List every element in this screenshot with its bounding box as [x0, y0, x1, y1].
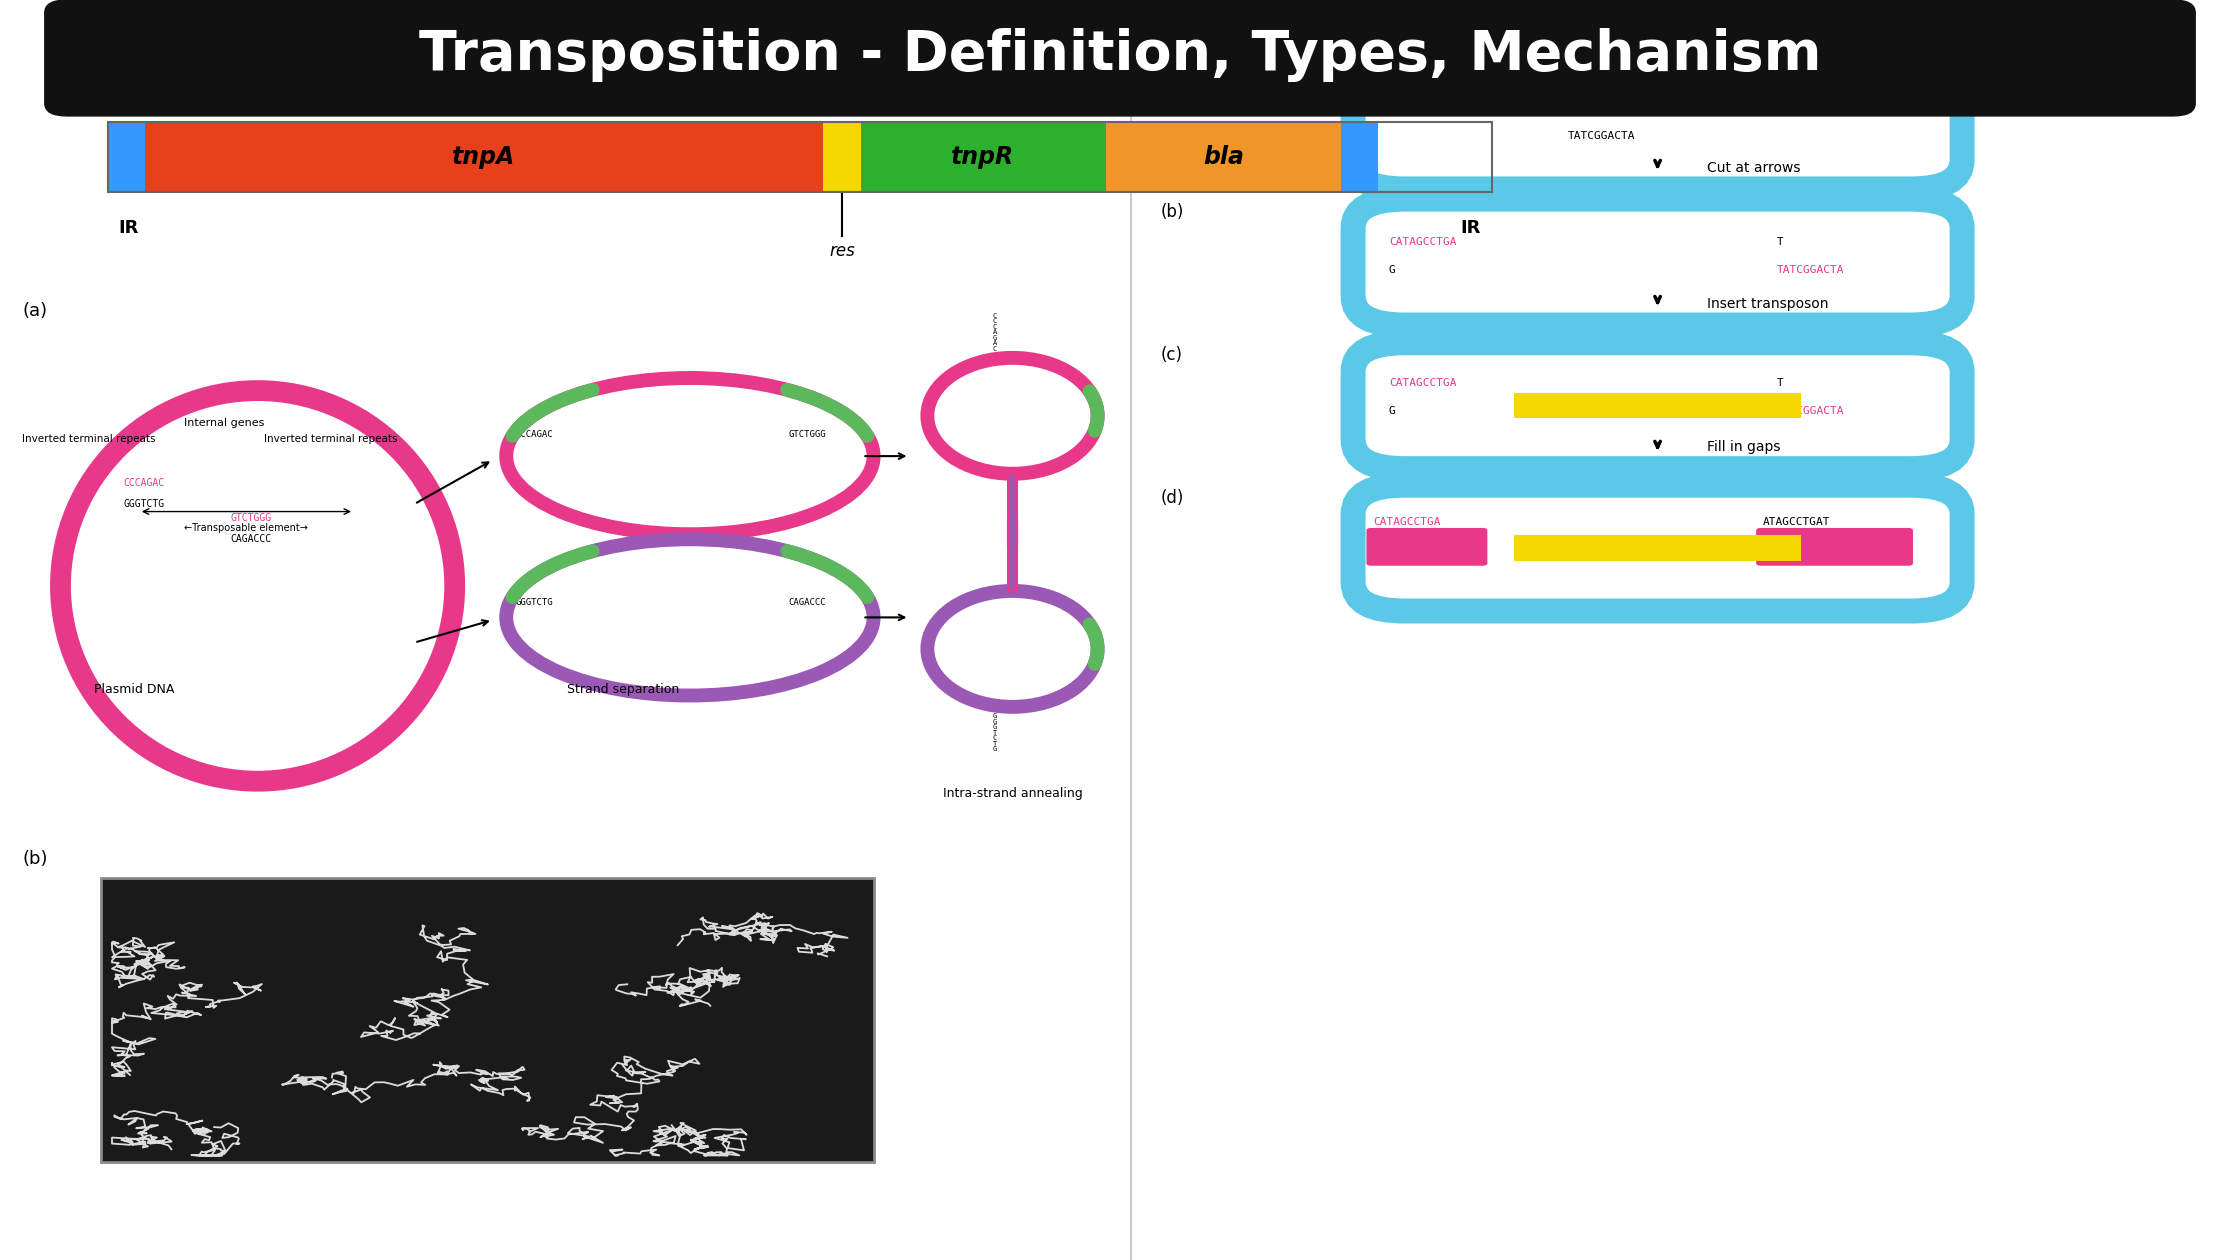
- Text: Target plasmid: Target plasmid: [1931, 78, 2034, 93]
- Text: IR: IR: [119, 219, 139, 237]
- Text: CCCAGAC: CCCAGAC: [123, 478, 164, 488]
- Text: GGGTCTG: GGGTCTG: [123, 499, 164, 509]
- Text: Internal genes: Internal genes: [184, 418, 264, 428]
- Bar: [1514, 393, 1801, 418]
- Text: CAGACCC: CAGACCC: [231, 534, 271, 544]
- Text: CAGACCC: CAGACCC: [788, 597, 827, 607]
- Bar: [824, 122, 860, 192]
- Text: TATCGGACTA: TATCGGACTA: [1776, 265, 1844, 275]
- Bar: [1107, 122, 1342, 192]
- Bar: [860, 122, 1107, 192]
- Text: GTATCGGACT: GTATCGGACT: [1373, 547, 1440, 557]
- Bar: [108, 122, 146, 192]
- Text: tnpR: tnpR: [952, 145, 1015, 169]
- Text: CATAGCCTGA: CATAGCCTGA: [1389, 237, 1456, 247]
- Text: C
C
C
A
G
A
C: C C C A G A C: [992, 312, 997, 352]
- Text: Intra-strand annealing: Intra-strand annealing: [943, 788, 1082, 800]
- Text: res: res: [829, 242, 856, 260]
- Text: (b): (b): [22, 850, 47, 868]
- Text: TATCGGACTA: TATCGGACTA: [1568, 131, 1635, 141]
- Text: Strand separation: Strand separation: [567, 683, 679, 696]
- Bar: [146, 122, 824, 192]
- Text: G: G: [1389, 406, 1396, 416]
- Text: TATCGGACTA: TATCGGACTA: [1763, 547, 1830, 557]
- Text: bla: bla: [1203, 145, 1243, 169]
- Text: G: G: [1389, 265, 1396, 275]
- Text: TATCGGACTA: TATCGGACTA: [1776, 406, 1844, 416]
- Text: Inverted terminal repeats: Inverted terminal repeats: [264, 433, 399, 444]
- Text: (a): (a): [22, 302, 47, 320]
- FancyBboxPatch shape: [45, 0, 2195, 116]
- Text: (b): (b): [1160, 203, 1183, 220]
- Text: GGGTCTG: GGGTCTG: [515, 597, 553, 607]
- Bar: [1514, 536, 1801, 561]
- Text: Plasmid DNA: Plasmid DNA: [94, 683, 175, 696]
- Text: CATAGCCTGA: CATAGCCTGA: [1373, 517, 1440, 527]
- Text: Transposition - Definition, Types, Mechanism: Transposition - Definition, Types, Mecha…: [419, 29, 1821, 82]
- Text: IR: IR: [1460, 219, 1481, 237]
- Text: CCCAGAC: CCCAGAC: [515, 430, 553, 440]
- Text: T: T: [1776, 378, 1783, 388]
- Text: T: T: [1776, 237, 1783, 247]
- Text: ←Transposable element→: ←Transposable element→: [184, 523, 309, 533]
- Text: tnpA: tnpA: [452, 145, 515, 169]
- Text: ATAGCCTGAT: ATAGCCTGAT: [1763, 517, 1830, 527]
- FancyBboxPatch shape: [1366, 528, 1487, 566]
- Bar: [101, 878, 874, 1162]
- Text: Insert transposon: Insert transposon: [1707, 296, 1828, 311]
- FancyBboxPatch shape: [1756, 528, 1913, 566]
- Bar: [108, 122, 1492, 192]
- Text: GTCTGGG: GTCTGGG: [231, 513, 271, 523]
- Text: GTCTGGG: GTCTGGG: [788, 430, 827, 440]
- Bar: [1342, 122, 1378, 192]
- Text: CATAGCCTGAT: CATAGCCTGAT: [1564, 103, 1640, 113]
- Text: Fill in gaps: Fill in gaps: [1707, 440, 1781, 455]
- Text: CATAGCCTGA: CATAGCCTGA: [1389, 378, 1456, 388]
- Text: Inverted terminal repeats: Inverted terminal repeats: [22, 433, 157, 444]
- Text: Cut at arrows: Cut at arrows: [1707, 160, 1801, 175]
- Text: (c): (c): [1160, 346, 1183, 364]
- Text: (a): (a): [1160, 67, 1183, 84]
- Text: G
G
G
T
C
T
G: G G G T C T G: [992, 713, 997, 752]
- Text: (d): (d): [1160, 489, 1183, 507]
